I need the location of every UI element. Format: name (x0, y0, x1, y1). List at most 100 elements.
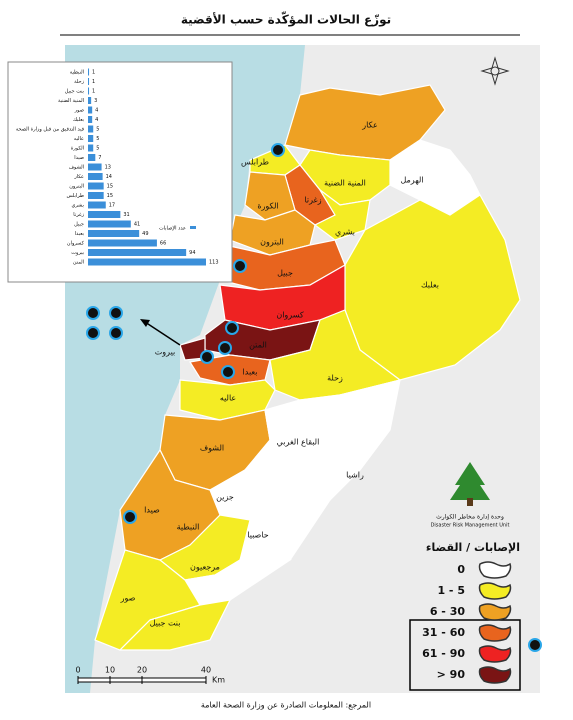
case-marker (528, 638, 542, 652)
logo-arabic: وحدة إدارة مخاطر الكوارث (436, 514, 504, 521)
district-label: بعلبك (421, 281, 439, 290)
district-label: عكار (361, 121, 378, 130)
district-label: راشيا (346, 471, 364, 480)
district-label: الشوف (200, 444, 224, 453)
legend-label: 1 - 5 (437, 584, 465, 597)
district-label: النبطية (177, 523, 200, 532)
category-label: البترون (69, 184, 84, 190)
legend-swatch (478, 603, 512, 621)
value-label: 1 (92, 89, 95, 95)
district (118, 599, 232, 651)
value-label: 49 (142, 231, 148, 237)
value-label: 113 (209, 260, 219, 266)
category-label: بعلبك (73, 117, 84, 123)
district-label: زغرتا (304, 196, 321, 205)
category-label: كسروان (67, 241, 85, 247)
category-label: الكورة (71, 146, 84, 152)
bar (88, 163, 102, 171)
legend-title: الإصابات / القضاء (426, 541, 520, 554)
value-label: 5 (96, 127, 99, 133)
arrow-head (140, 319, 150, 327)
case-marker (109, 306, 123, 320)
category-label: بنت جبيل (65, 89, 84, 95)
bar (88, 68, 90, 76)
scale-label: 0 (75, 666, 80, 675)
bar (88, 230, 140, 237)
district (179, 379, 276, 421)
value-label: 7 (98, 155, 101, 161)
bar (88, 106, 93, 114)
category-label: بعبدا (75, 231, 84, 237)
value-label: 66 (160, 241, 166, 247)
legend-swatch (190, 226, 196, 229)
district-label: الهرمل (400, 176, 423, 185)
district-label: بيروت (155, 348, 175, 357)
category-label: زغرتا (73, 212, 84, 218)
scale-label: 10 (105, 666, 115, 675)
source: المرجع: المعلومات الصادرة عن وزارة الصحة… (201, 701, 371, 710)
bar (88, 211, 121, 218)
bar (88, 201, 106, 209)
district-label: جزين (216, 493, 234, 502)
district-label: البقاع الغربي (277, 438, 320, 447)
bar (88, 125, 94, 133)
district (313, 189, 371, 241)
logo (450, 462, 490, 506)
scale-label: 40 (201, 666, 211, 675)
case-marker (218, 341, 232, 355)
bar (88, 135, 94, 142)
case-marker (86, 326, 100, 340)
value-label: 15 (107, 184, 113, 190)
value-label: 14 (106, 174, 112, 180)
value-label: 3 (94, 98, 97, 104)
chart-legend: عدد الإصابات (159, 226, 186, 232)
category-label: قيد التدقيق من قبل وزارة الصحة (16, 127, 85, 133)
bar (88, 239, 157, 247)
district-label: عاليه (220, 394, 236, 403)
bar (88, 87, 90, 95)
district-label: الكورة (257, 202, 278, 211)
category-label: جبيل (74, 222, 84, 228)
value-label: 13 (105, 165, 111, 171)
case-marker (200, 350, 214, 364)
district-label: البترون (260, 238, 284, 247)
legend-label: 0 (457, 563, 465, 576)
bar (88, 144, 94, 152)
compass (480, 56, 510, 86)
district-label: مرجعيون (190, 563, 220, 572)
value-label: 15 (107, 193, 113, 199)
category-label: طرابلس (66, 193, 84, 199)
legend-swatch (478, 624, 512, 642)
district-label: طرابلس (241, 158, 269, 167)
value-label: 1 (92, 70, 95, 76)
case-marker (233, 259, 247, 273)
logo-english: Disaster Risk Management Unit (431, 523, 510, 529)
legend-label: > 90 (437, 668, 466, 681)
bar (88, 154, 96, 161)
bar (88, 78, 90, 85)
category-label: بشري (71, 203, 84, 209)
bar (88, 192, 104, 199)
district-label: حاصبيا (247, 531, 268, 540)
value-label: 4 (95, 117, 98, 123)
bar (88, 258, 206, 266)
case-marker (109, 326, 123, 340)
value-label: 94 (189, 250, 195, 256)
district-label: جبيل (277, 269, 293, 278)
bar (88, 173, 103, 180)
scale-unit: Km (212, 676, 225, 685)
case-marker (86, 306, 100, 320)
category-label: المنية الضنية (58, 98, 84, 104)
legend-swatch (478, 645, 512, 663)
category-label: النبطية (70, 70, 84, 76)
value-label: 4 (95, 108, 98, 114)
value-label: 41 (134, 222, 140, 228)
legend-label: 31 - 60 (422, 626, 465, 639)
bar (88, 97, 92, 104)
value-label: 5 (96, 136, 99, 142)
legend-label: 61 - 90 (422, 647, 465, 660)
district-label: بعبدا (243, 368, 258, 377)
legend-swatch (478, 561, 512, 579)
category-label: الشوف (69, 165, 84, 171)
